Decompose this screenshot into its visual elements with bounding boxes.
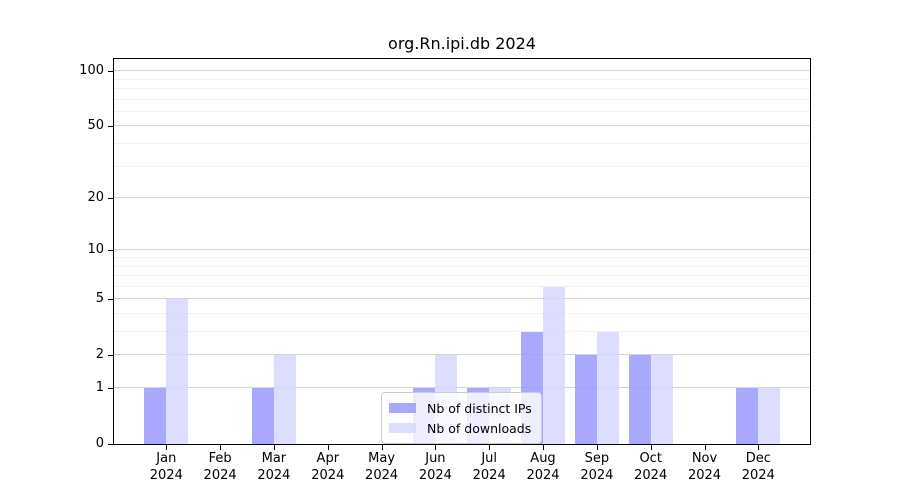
bar-nb-of-downloads-sep bbox=[596, 332, 619, 444]
gridline-20 bbox=[114, 197, 810, 199]
gridline-90 bbox=[114, 78, 810, 80]
gridline-40 bbox=[114, 143, 810, 144]
y-tick-label-5: 5 bbox=[95, 291, 104, 307]
y-tick-label-0: 0 bbox=[95, 436, 104, 451]
gridline-30 bbox=[114, 165, 810, 167]
y-tick-mark bbox=[108, 298, 113, 300]
bar-nb-of-downloads-dec bbox=[758, 388, 781, 444]
x-tick-mark bbox=[758, 445, 760, 450]
gridline-80 bbox=[114, 88, 810, 89]
gridline-2 bbox=[114, 354, 810, 356]
x-tick-mark bbox=[273, 445, 275, 450]
x-tick-label-oct: Oct 2024 bbox=[634, 451, 668, 483]
gridline-9 bbox=[114, 257, 810, 258]
x-tick-mark bbox=[327, 445, 329, 450]
x-tick-label-mar: Mar 2024 bbox=[257, 451, 291, 483]
x-tick-label-apr: Apr 2024 bbox=[311, 451, 345, 483]
y-tick-mark bbox=[108, 249, 113, 251]
y-tick-label-20: 20 bbox=[87, 190, 104, 206]
bar-nb-of-downloads-jan bbox=[166, 299, 189, 444]
y-tick-mark bbox=[108, 387, 113, 389]
x-tick-label-sep: Sep 2024 bbox=[580, 451, 614, 483]
legend-label: Nb of distinct IPs bbox=[427, 400, 532, 416]
y-tick-mark bbox=[108, 125, 113, 127]
bar-nb-of-downloads-mar bbox=[273, 355, 296, 444]
gridline-3 bbox=[114, 331, 810, 332]
gridline-1 bbox=[114, 387, 810, 388]
x-tick-label-may: May 2024 bbox=[365, 451, 399, 483]
gridline-6 bbox=[114, 285, 810, 287]
legend-swatch-icon bbox=[389, 423, 416, 433]
x-tick-label-aug: Aug 2024 bbox=[526, 451, 560, 483]
bar-nb-of-downloads-oct bbox=[650, 355, 673, 444]
bar-nb-of-distinct-ips-dec bbox=[736, 388, 759, 444]
x-tick-mark bbox=[166, 445, 168, 450]
x-tick-label-jun: Jun 2024 bbox=[418, 451, 452, 483]
x-tick-mark bbox=[381, 445, 383, 450]
x-tick-label-nov: Nov 2024 bbox=[687, 451, 722, 483]
y-tick-label-10: 10 bbox=[87, 242, 104, 258]
x-tick-mark bbox=[435, 445, 437, 450]
y-tick-mark bbox=[108, 354, 113, 356]
x-tick-mark bbox=[596, 445, 598, 450]
x-tick-label-dec: Dec 2024 bbox=[741, 451, 775, 483]
x-tick-label-feb: Feb 2024 bbox=[203, 451, 237, 483]
bar-nb-of-distinct-ips-oct bbox=[628, 355, 651, 444]
gridline-7 bbox=[114, 275, 810, 276]
bar-nb-of-distinct-ips-jan bbox=[144, 388, 167, 444]
x-tick-mark bbox=[220, 445, 222, 450]
legend-swatch-icon bbox=[389, 403, 416, 413]
gridline-8 bbox=[114, 265, 810, 267]
x-tick-mark bbox=[489, 445, 491, 450]
y-tick-mark bbox=[108, 197, 113, 199]
x-tick-mark bbox=[650, 445, 652, 450]
y-tick-mark bbox=[108, 70, 113, 72]
gridline-60 bbox=[114, 110, 810, 112]
x-tick-label-jan: Jan 2024 bbox=[149, 451, 183, 483]
legend-row: Nb of downloads bbox=[389, 418, 532, 438]
y-tick-mark bbox=[108, 443, 113, 445]
y-tick-label-2: 2 bbox=[95, 347, 104, 363]
y-tick-label-1: 1 bbox=[95, 380, 104, 395]
x-tick-mark bbox=[543, 445, 544, 450]
x-tick-mark bbox=[704, 445, 706, 450]
bar-nb-of-distinct-ips-mar bbox=[251, 388, 274, 444]
y-tick-label-50: 50 bbox=[87, 118, 104, 134]
gridline-70 bbox=[114, 98, 810, 100]
legend-label: Nb of downloads bbox=[427, 420, 532, 436]
x-tick-label-jul: Jul 2024 bbox=[472, 451, 506, 483]
bar-nb-of-downloads-aug bbox=[543, 286, 565, 444]
bar-nb-of-distinct-ips-sep bbox=[574, 355, 597, 444]
plot-area: Nb of distinct IPs Nb of downloads bbox=[113, 58, 811, 445]
gridline-5 bbox=[114, 298, 810, 300]
legend-row: Nb of distinct IPs bbox=[389, 398, 532, 418]
gridline-50 bbox=[114, 125, 810, 127]
gridline-10 bbox=[114, 249, 810, 251]
y-tick-label-100: 100 bbox=[79, 63, 104, 79]
gridline-100 bbox=[114, 70, 810, 72]
legend: Nb of distinct IPs Nb of downloads bbox=[381, 392, 542, 444]
gridline-4 bbox=[114, 313, 810, 314]
chart-title: org.Rn.ipi.db 2024 bbox=[388, 34, 536, 53]
